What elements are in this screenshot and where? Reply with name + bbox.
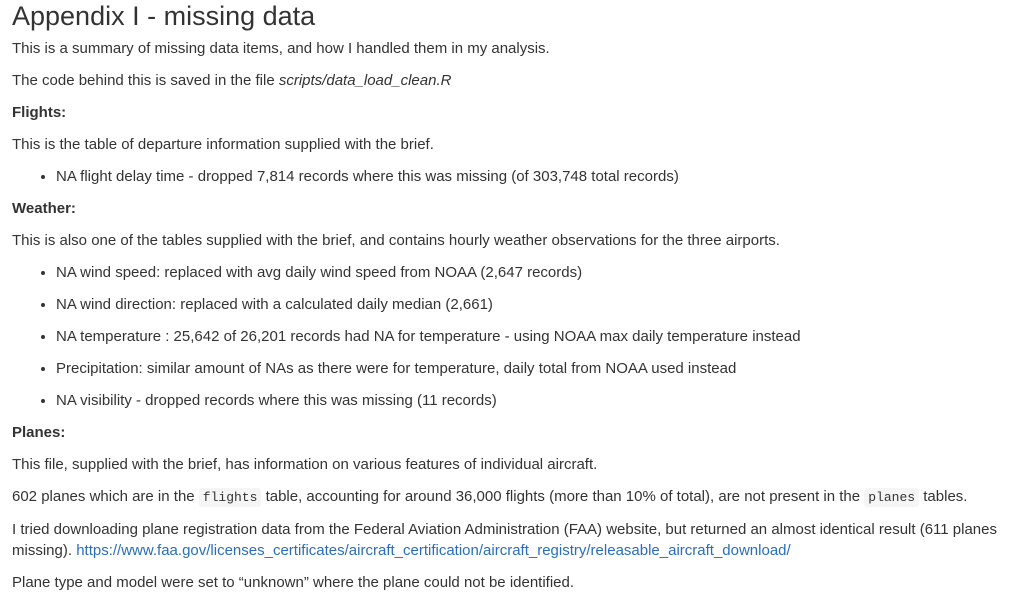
planes-code: planes [864,488,920,507]
planes-description: This file, supplied with the brief, has … [12,456,598,473]
list-item: NA wind direction: replaced with a calcu… [56,294,1013,315]
weather-description: This is also one of the tables supplied … [12,232,780,249]
flights-heading: Flights: [12,104,67,121]
weather-list: NA wind speed: replaced with avg daily w… [12,262,1013,411]
flights-code: flights [198,488,262,507]
code-file-name: scripts/data_load_clean.R [278,72,452,89]
flights-description: This is the table of departure informati… [12,136,434,153]
intro-code-prefix: The code behind this is saved in the fil… [12,72,279,89]
list-item: NA visibility - dropped records where th… [56,390,1013,411]
intro-summary: This is a summary of missing data items,… [12,40,550,57]
intro-code-note: The code behind this is saved in the fil… [12,70,1013,91]
planes-missing-note: 602 planes which are in the flights tabl… [12,486,1013,508]
planes-heading: Planes: [12,424,66,441]
list-item: NA flight delay time - dropped 7,814 rec… [56,166,1013,187]
planes-missing-text-3: tables. [919,488,968,505]
faa-note: I tried downloading plane registration d… [12,519,1013,561]
faa-text: I tried downloading plane registration d… [12,521,997,559]
weather-heading: Weather: [12,200,76,217]
list-item: NA temperature : 25,642 of 26,201 record… [56,326,1013,347]
list-item: Precipitation: similar amount of NAs as … [56,358,1013,379]
unknown-note: Plane type and model were set to “unknow… [12,574,575,591]
page-title: Appendix I - missing data [12,1,316,31]
flights-list: NA flight delay time - dropped 7,814 rec… [12,166,1013,187]
list-item: NA wind speed: replaced with avg daily w… [56,262,1013,283]
faa-link[interactable]: https://www.faa.gov/licenses_certificate… [76,542,791,559]
planes-missing-text-2: table, accounting for around 36,000 flig… [261,488,865,505]
planes-missing-text-1: 602 planes which are in the [12,488,199,505]
